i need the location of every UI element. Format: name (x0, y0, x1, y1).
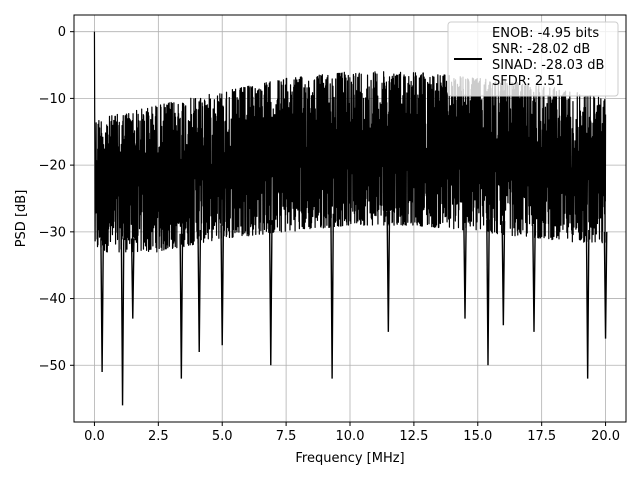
y-tick-label: −30 (39, 225, 66, 240)
ticks: 0.0 2.5 5.0 7.5 10.0 12.5 15.0 17.5 20.0 0 −10 −20 −… (39, 25, 620, 444)
y-tick-label: −10 (39, 92, 66, 107)
psd-dip (130, 238, 135, 319)
x-tick-label: 0.0 (84, 429, 105, 444)
psd-dip (197, 229, 202, 352)
x-axis-label: Frequency [MHz] (295, 451, 404, 466)
legend-sinad: SINAD: -28.03 dB (492, 58, 604, 73)
y-axis-label: PSD [dB] (14, 190, 29, 248)
x-tick-label: 5.0 (212, 429, 233, 444)
legend-snr: SNR: -28.02 dB (492, 42, 590, 57)
psd-dip (603, 231, 608, 339)
x-tick-label: 15.0 (463, 429, 492, 444)
x-tick-label: 2.5 (148, 429, 169, 444)
psd-dip (220, 225, 225, 346)
psd-dip (486, 219, 490, 366)
x-tick-label: 12.5 (399, 429, 428, 444)
psd-dip (268, 220, 273, 366)
psd-dip (386, 211, 391, 332)
x-tick-label: 7.5 (276, 429, 297, 444)
legend-enob: ENOB: -4.95 bits (492, 26, 599, 41)
psd-dip (501, 221, 506, 326)
psd-dip (179, 233, 184, 379)
psd-dip (120, 238, 125, 406)
x-tick-label: 10.0 (336, 429, 365, 444)
psd-trace (93, 31, 607, 253)
psd-dip (463, 217, 467, 319)
legend-box (447, 21, 619, 97)
y-tick-label: 0 (58, 25, 66, 40)
psd-dip (532, 224, 536, 332)
psd-dip (585, 229, 590, 379)
psd-dip (100, 238, 105, 372)
legend-sfdr: SFDR: 2.51 (492, 74, 564, 89)
psd-dip (330, 213, 335, 379)
x-tick-label: 20.0 (591, 429, 620, 444)
y-tick-label: −20 (39, 159, 66, 174)
y-tick-label: −40 (39, 292, 66, 307)
legend: ENOB: -4.95 bits SNR: -28.02 dB SINAD: -… (447, 21, 619, 97)
x-tick-label: 17.5 (527, 429, 556, 444)
y-tick-label: −50 (39, 359, 66, 374)
